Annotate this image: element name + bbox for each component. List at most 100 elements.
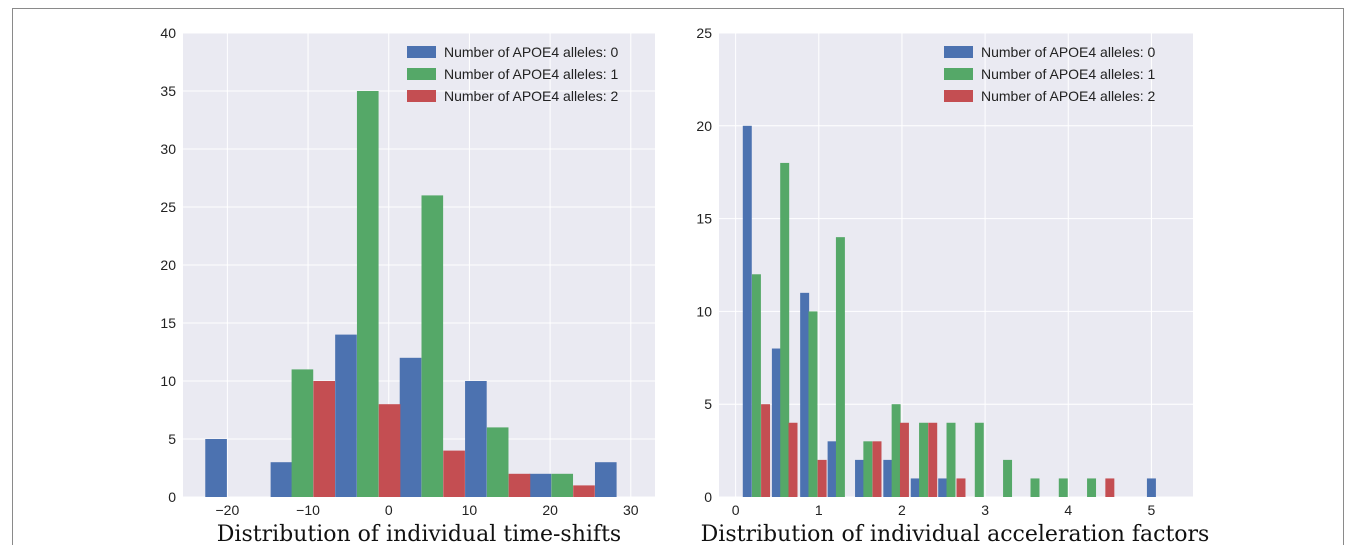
bar: [771, 348, 781, 497]
legend-swatch: [407, 90, 436, 102]
y-tick-label: 25: [160, 199, 176, 215]
x-tick-label: 10: [462, 502, 478, 518]
series-1: [751, 162, 1097, 498]
bar: [938, 478, 948, 497]
bar: [742, 125, 752, 498]
bar: [956, 478, 966, 497]
x-axis-label: Distribution of individual time-shifts: [217, 522, 621, 545]
bar: [817, 459, 827, 497]
bar: [443, 450, 465, 497]
x-tick-label: 1: [815, 502, 823, 518]
bar: [835, 237, 845, 497]
legend-entry: Number of APOE4 alleles: 1: [444, 66, 619, 82]
legend-swatch: [407, 46, 436, 58]
bar: [883, 459, 893, 497]
bar: [421, 195, 444, 497]
bar: [465, 381, 487, 497]
bar: [863, 441, 873, 497]
bar: [899, 422, 909, 497]
legend-swatch: [944, 46, 973, 58]
bar: [205, 439, 227, 497]
bar: [800, 292, 810, 497]
bar: [891, 404, 901, 497]
series-2: [313, 381, 595, 497]
bar: [761, 404, 771, 497]
bar: [291, 369, 314, 497]
y-tick-label: 35: [160, 83, 176, 99]
y-tick-label: 10: [696, 303, 712, 319]
y-tick-label: 20: [160, 257, 176, 273]
bar: [335, 334, 357, 497]
legend-entry: Number of APOE4 alleles: 0: [444, 44, 619, 60]
legend-entry: Number of APOE4 alleles: 0: [981, 44, 1156, 60]
chart-panel-2: 0 5 10 15 20 25 0 1 2 3 4 5 Distribution of individu…: [696, 25, 1209, 545]
bar: [594, 462, 617, 497]
plot-area: [719, 33, 1193, 497]
legend-swatch: [944, 68, 973, 80]
legend-entry: Number of APOE4 alleles: 1: [981, 66, 1156, 82]
x-tick-label: −20: [216, 502, 240, 518]
bar: [928, 422, 938, 497]
bar: [551, 473, 574, 497]
bar: [780, 162, 790, 498]
bar: [872, 441, 882, 497]
y-tick-label: 0: [168, 489, 176, 505]
bar: [378, 404, 401, 497]
y-tick-label: 0: [704, 489, 712, 505]
x-tick-label: 3: [981, 502, 989, 518]
x-tick-label: 2: [898, 502, 906, 518]
x-tick-label: −10: [296, 502, 320, 518]
y-tick-label: 25: [696, 25, 712, 41]
bar: [356, 91, 379, 497]
bar: [529, 473, 552, 497]
bar: [1146, 478, 1156, 497]
bar: [508, 473, 531, 497]
bar: [1105, 478, 1115, 497]
y-tick-label: 30: [160, 141, 176, 157]
legend-swatch: [944, 90, 973, 102]
bar: [573, 485, 595, 497]
bar: [788, 422, 798, 497]
bar: [808, 311, 818, 497]
y-tick-label: 5: [704, 396, 712, 412]
bar: [751, 274, 761, 497]
bar: [855, 459, 865, 497]
figure-frame: [12, 8, 1344, 545]
bar: [910, 478, 920, 497]
x-tick-label: 0: [732, 502, 740, 518]
x-tick-label: 20: [542, 502, 558, 518]
bar: [1003, 459, 1013, 497]
bar: [313, 381, 336, 497]
series-0: [205, 334, 617, 497]
y-tick-label: 15: [160, 315, 176, 331]
bar: [399, 357, 422, 497]
bar: [1087, 478, 1097, 497]
y-tick-label: 20: [696, 118, 712, 134]
y-tick-label: 40: [160, 25, 176, 41]
y-tick-label: 5: [168, 431, 176, 447]
bar: [974, 422, 984, 497]
bar: [1030, 478, 1040, 497]
bar: [827, 441, 837, 497]
bar: [270, 462, 293, 497]
bar: [919, 422, 929, 497]
series-0: [742, 125, 1156, 498]
x-tick-label: 30: [623, 502, 639, 518]
legend: Number of APOE4 alleles: 0 Number of APOE…: [944, 44, 1156, 104]
bar: [486, 427, 509, 497]
x-tick-label: 4: [1064, 502, 1072, 518]
bar: [946, 422, 956, 497]
y-tick-label: 15: [696, 211, 712, 227]
bar: [1058, 478, 1068, 497]
y-tick-label: 10: [160, 373, 176, 389]
legend: Number of APOE4 alleles: 0 Number of APOE…: [407, 44, 619, 104]
legend-entry: Number of APOE4 alleles: 2: [981, 88, 1156, 104]
legend-swatch: [407, 68, 436, 80]
x-axis-label: Distribution of individual acceleration …: [701, 522, 1210, 545]
x-tick-label: 5: [1148, 502, 1156, 518]
series-1: [291, 91, 574, 497]
x-tick-label: 0: [385, 502, 393, 518]
legend-entry: Number of APOE4 alleles: 2: [444, 88, 619, 104]
